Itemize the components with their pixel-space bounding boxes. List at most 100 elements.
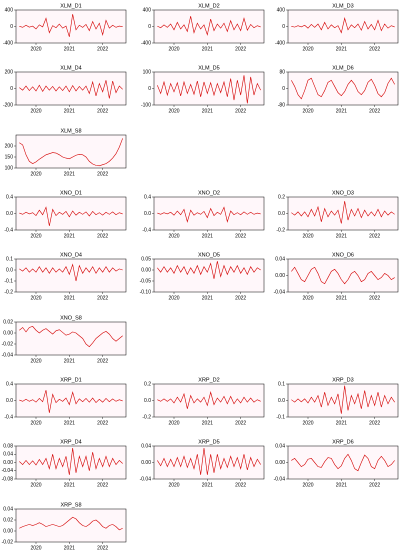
y-tick-label: -0.4 [142, 227, 151, 233]
panel-frame [15, 71, 127, 106]
panel-title: XNO_D3 [332, 190, 354, 196]
y-tick-label: 200 [5, 69, 14, 75]
y-tick-label: 0.04 [3, 506, 13, 512]
panel-background [154, 446, 264, 479]
signal-line [157, 75, 261, 104]
y-tick-label: 150 [5, 154, 14, 160]
panel-title: XNO_S8 [60, 315, 82, 321]
panel-background [16, 259, 126, 292]
panel-title: XLM_D4 [60, 65, 81, 71]
panel-frame [153, 445, 265, 480]
x-tick-label: 2022 [97, 108, 108, 114]
y-tick-label: 0.08 [3, 443, 13, 449]
y-tick-label: -0.2 [142, 414, 151, 420]
x-tick-label: 2021 [64, 545, 75, 550]
x-tick-label: 2021 [64, 171, 75, 177]
y-tick-label: 0 [148, 86, 151, 92]
x-tick-label: 2020 [30, 358, 41, 364]
signal-line [157, 206, 261, 223]
panel-background [154, 384, 264, 417]
x-tick-label: 2020 [168, 233, 179, 239]
y-tick-label: 0.00 [3, 528, 13, 534]
x-tick-label: 2020 [30, 46, 41, 52]
y-tick-label: 0.00 [3, 330, 13, 336]
y-tick-label: 100 [5, 165, 14, 171]
signal-line [19, 448, 123, 475]
panel-title: XLM_D3 [332, 3, 353, 9]
y-tick-label: -400 [275, 40, 285, 46]
y-tick-label: 0 [148, 24, 151, 30]
y-tick-label: 0.04 [275, 443, 285, 449]
y-tick-label: 0.0 [6, 267, 13, 273]
x-tick-label: 2021 [64, 358, 75, 364]
panel-frame [287, 196, 399, 231]
y-tick-label: 0 [10, 86, 13, 92]
x-tick-label: 2021 [64, 46, 75, 52]
x-tick-label: 2022 [97, 46, 108, 52]
panel-title: XNO_D2 [198, 190, 220, 196]
x-tick-label: 2020 [30, 171, 41, 177]
panel-frame [287, 258, 399, 293]
x-tick-label: 2020 [168, 295, 179, 301]
x-tick-label: 2021 [202, 482, 213, 488]
x-tick-label: 2020 [30, 108, 41, 114]
y-tick-label: 400 [277, 7, 286, 13]
y-tick-label: 0 [10, 24, 13, 30]
y-tick-label: 0 [282, 24, 285, 30]
y-tick-label: 0.2 [278, 194, 285, 200]
x-tick-label: 2021 [64, 108, 75, 114]
x-tick-label: 2020 [168, 482, 179, 488]
x-tick-label: 2020 [168, 420, 179, 426]
y-tick-label: -0.04 [2, 352, 14, 358]
signal-line [19, 516, 123, 531]
panel-background [16, 384, 126, 417]
y-tick-label: -100 [141, 102, 151, 108]
y-tick-label: -0.08 [2, 476, 14, 482]
y-tick-label: 0.02 [3, 319, 13, 325]
signal-line [19, 138, 123, 167]
x-tick-label: 2020 [30, 420, 41, 426]
x-tick-label: 2021 [64, 233, 75, 239]
y-tick-label: 0.1 [278, 381, 285, 387]
y-tick-label: -0.04 [140, 476, 152, 482]
panel-background [16, 135, 126, 168]
x-tick-label: 2022 [235, 420, 246, 426]
y-tick-label: 0.04 [141, 443, 151, 449]
y-tick-label: -0.1 [4, 278, 13, 284]
signal-line [19, 263, 123, 282]
signal-line [19, 206, 123, 226]
x-tick-label: 2022 [235, 233, 246, 239]
panel-frame [287, 445, 399, 480]
signal-line [19, 326, 123, 348]
x-tick-label: 2020 [302, 420, 313, 426]
x-tick-label: 2022 [97, 171, 108, 177]
x-tick-label: 2020 [302, 233, 313, 239]
x-tick-label: 2022 [97, 358, 108, 364]
x-tick-label: 2022 [369, 482, 380, 488]
panel-title: XRP_D1 [60, 377, 81, 383]
x-tick-label: 2022 [369, 46, 380, 52]
x-tick-label: 2021 [336, 295, 347, 301]
panel-title: XNO_D6 [332, 252, 354, 258]
y-tick-label: -0.02 [2, 341, 14, 347]
y-tick-label: 0.1 [6, 256, 13, 262]
panel-title: XRP_S8 [60, 502, 81, 508]
y-tick-label: 80 [279, 69, 285, 75]
y-tick-label: 0.4 [144, 194, 151, 200]
x-tick-label: 2020 [302, 482, 313, 488]
panel-title: XRP_D4 [60, 439, 81, 445]
x-tick-label: 2020 [302, 108, 313, 114]
panel-frame [153, 258, 265, 293]
x-tick-label: 2022 [97, 545, 108, 550]
signal-line [157, 448, 261, 475]
panel-title: XRP_D3 [332, 377, 353, 383]
y-tick-label: 0.00 [141, 460, 151, 466]
x-tick-label: 2021 [202, 420, 213, 426]
x-tick-label: 2021 [336, 233, 347, 239]
panel-background [16, 509, 126, 542]
panel-frame [153, 383, 265, 418]
y-tick-label: 0.4 [6, 194, 13, 200]
y-tick-label: -80 [278, 102, 285, 108]
x-tick-label: 2022 [97, 295, 108, 301]
y-tick-label: 0.0 [6, 211, 13, 217]
